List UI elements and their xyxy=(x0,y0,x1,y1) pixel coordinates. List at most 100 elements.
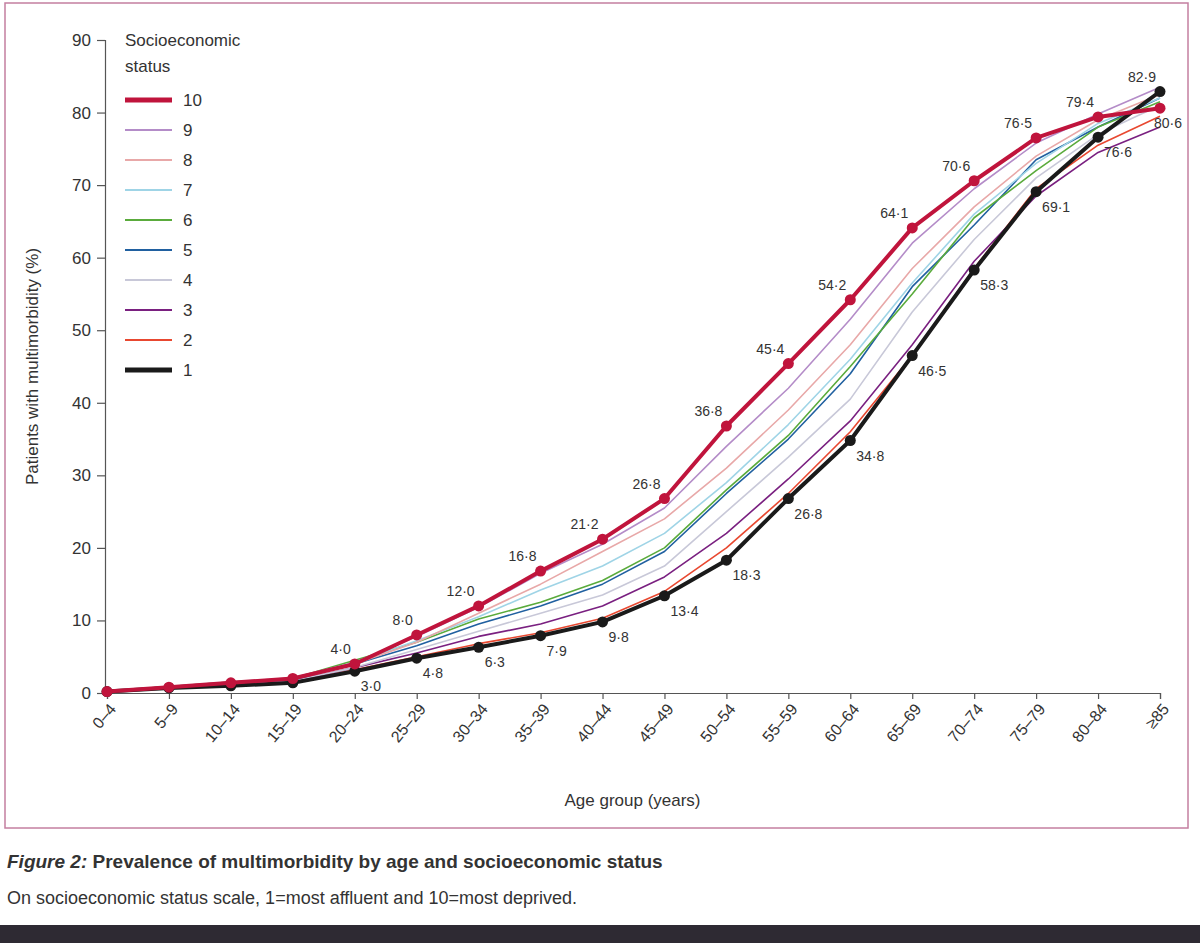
x-tick-mark xyxy=(540,693,541,699)
legend-title-line: Socioeconomic xyxy=(125,31,241,50)
series-marker xyxy=(1093,132,1104,143)
x-tick: 5–9 xyxy=(151,693,181,732)
data-label: 7·9 xyxy=(547,643,567,659)
legend-swatch xyxy=(125,219,172,221)
data-label: 4·0 xyxy=(331,641,351,657)
y-axis-line xyxy=(97,41,106,694)
x-tick: 15–19 xyxy=(264,693,306,745)
legend: Socioeconomicstatus10987654321 xyxy=(125,31,241,380)
y-tick-mark xyxy=(97,548,105,549)
series-marker xyxy=(411,653,422,664)
series-marker xyxy=(1031,132,1042,143)
x-tick: 20–24 xyxy=(325,693,367,745)
series-marker xyxy=(535,566,546,577)
data-label: 8·0 xyxy=(392,612,412,628)
figure-label: Figure 2: xyxy=(7,851,87,872)
data-label: 58·3 xyxy=(980,277,1008,293)
data-label: 26·8 xyxy=(794,506,822,522)
x-tick: 0–4 xyxy=(89,693,119,732)
series-marker xyxy=(102,686,113,697)
data-label: 3·0 xyxy=(361,678,381,694)
y-tick: 20 xyxy=(72,539,105,558)
y-tick-mark xyxy=(97,40,105,41)
series-marker xyxy=(659,493,670,504)
background xyxy=(0,0,1200,943)
x-tick: 35–39 xyxy=(511,693,553,745)
data-label: 82·9 xyxy=(1128,69,1156,85)
series-marker xyxy=(102,686,113,697)
series-line xyxy=(107,94,1160,691)
figure-title-text: Prevalence of multimorbidity by age and … xyxy=(87,851,662,872)
x-tick-mark xyxy=(726,693,727,699)
x-tick-label: 25–29 xyxy=(387,700,429,745)
x-tick-label: 30–34 xyxy=(449,700,491,745)
x-tick: 40–44 xyxy=(573,693,615,745)
y-tick-mark xyxy=(97,258,105,259)
data-label: 4·8 xyxy=(423,665,443,681)
x-tick-label: 50–54 xyxy=(697,700,739,745)
y-tick-label: 80 xyxy=(72,103,91,122)
y-tick-label: 60 xyxy=(72,249,91,268)
legend-label: 5 xyxy=(183,241,192,260)
x-tick-label: 0–4 xyxy=(89,700,119,731)
x-tick-mark xyxy=(974,693,975,699)
data-label: 54·2 xyxy=(818,277,846,293)
series-marker xyxy=(907,350,918,361)
legend-label: 7 xyxy=(183,181,192,200)
x-tick-mark xyxy=(293,693,294,699)
x-tick: 70–74 xyxy=(945,693,987,745)
x-tick-mark xyxy=(1098,693,1099,699)
x-tick-label: 15–19 xyxy=(264,700,306,745)
series-marker xyxy=(473,600,484,611)
series-line xyxy=(107,108,1160,691)
x-tick-label: 75–79 xyxy=(1007,700,1049,745)
x-tick-mark xyxy=(355,693,356,699)
x-tick-label: 80–84 xyxy=(1069,700,1111,745)
data-label: 45·4 xyxy=(756,341,784,357)
series-marker xyxy=(1155,86,1166,97)
x-tick-mark xyxy=(169,693,170,699)
y-tick-label: 50 xyxy=(72,321,91,340)
figure-title: Figure 2: Prevalence of multimorbidity b… xyxy=(7,851,663,872)
series-marker xyxy=(163,682,174,693)
series-line xyxy=(107,116,1160,691)
y-tick: 30 xyxy=(72,466,105,485)
x-tick-mark xyxy=(850,693,851,699)
legend-swatch xyxy=(125,129,172,131)
series-marker xyxy=(535,630,546,641)
legend-label: 6 xyxy=(183,211,192,230)
series-marker xyxy=(163,682,174,693)
x-axis-title: Age group (years) xyxy=(564,791,700,810)
series-line xyxy=(107,105,1160,691)
series-marker xyxy=(969,265,980,276)
series-marker xyxy=(721,420,732,431)
data-label: 21·2 xyxy=(570,516,598,532)
x-tick-mark xyxy=(417,693,418,699)
y-tick: 50 xyxy=(72,321,105,340)
y-tick-mark xyxy=(97,620,105,621)
series-marker xyxy=(287,673,298,684)
x-axis: 0–45–910–1415–1920–2425–2930–3435–3940–4… xyxy=(89,693,1172,745)
y-axis: 0102030405060708090 xyxy=(72,31,105,703)
legend-label: 4 xyxy=(183,271,192,290)
figure-frame xyxy=(5,3,1188,828)
series-marker xyxy=(907,222,918,233)
x-tick-mark xyxy=(479,693,480,699)
y-tick: 80 xyxy=(72,103,105,122)
x-tick-label: ≥85 xyxy=(1142,700,1172,731)
data-label: 16·8 xyxy=(509,548,537,564)
legend-swatch xyxy=(125,249,172,251)
legend-title-line: status xyxy=(125,57,170,76)
x-tick: 60–64 xyxy=(821,693,863,745)
series-marker xyxy=(721,555,732,566)
series-line xyxy=(107,92,1160,692)
y-tick-label: 20 xyxy=(72,539,91,558)
data-label: 69·1 xyxy=(1042,199,1070,215)
y-axis-title: Patients with multimorbidity (%) xyxy=(23,248,42,485)
y-tick-mark xyxy=(97,403,105,404)
series-marker xyxy=(659,590,670,601)
data-labels: 4·08·012·016·821·226·836·845·454·264·170… xyxy=(331,69,1183,695)
legend-swatch xyxy=(125,339,172,341)
data-label: 70·6 xyxy=(942,158,970,174)
y-tick: 40 xyxy=(72,394,105,413)
